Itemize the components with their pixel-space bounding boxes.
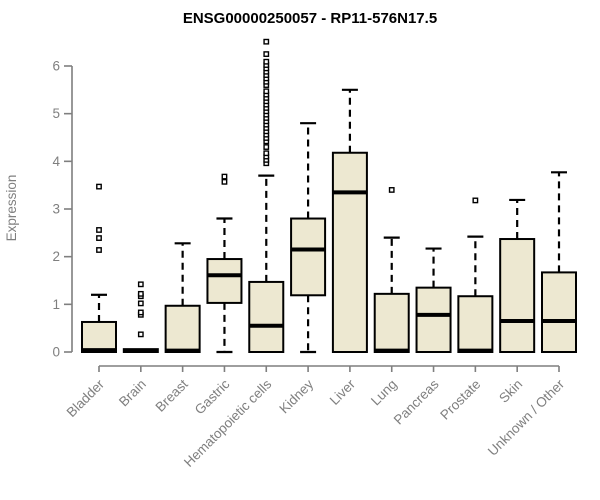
y-tick-label: 3 (52, 201, 60, 216)
x-tick-label: Lung (368, 377, 400, 409)
box (540, 271, 577, 354)
outlier-point (137, 331, 144, 338)
y-tick-label: 2 (52, 249, 60, 264)
box (373, 292, 410, 353)
outlier-point (263, 150, 270, 157)
outlier-point (263, 38, 270, 45)
y-tick-label: 0 (52, 345, 60, 360)
outlier-point (263, 58, 270, 65)
box (457, 295, 494, 354)
x-tick-label: Bladder (64, 376, 108, 420)
outlier-point (96, 183, 102, 190)
outlier-point (263, 144, 270, 150)
outlier-point (96, 247, 102, 253)
box (164, 304, 201, 353)
x-tick-label: Kidney (276, 376, 316, 416)
x-tick-label: Gastric (192, 376, 233, 417)
outlier-point (137, 300, 144, 307)
box (206, 258, 243, 304)
outlier-point (221, 178, 228, 185)
x-tick-label: Breast (153, 376, 191, 414)
outlier-point (472, 197, 479, 204)
y-tick-label: 5 (52, 106, 60, 121)
x-tick-label: Brain (116, 377, 149, 410)
outlier-point (263, 88, 270, 95)
x-tick-label: Skin (496, 377, 525, 406)
outlier-point (388, 187, 395, 193)
outlier-point (137, 281, 144, 288)
y-tick-label: 1 (52, 297, 60, 312)
x-tick-label: Liver (327, 376, 359, 408)
box (248, 280, 285, 353)
x-tick-label: Unknown / Other (485, 376, 568, 459)
outlier-point (96, 227, 102, 233)
outlier-point (263, 51, 270, 57)
chart-title: ENSG00000250057 - RP11-576N17.5 (183, 10, 437, 27)
x-tick-label: Pancreas (391, 376, 442, 427)
outlier-point (137, 309, 144, 316)
outlier-point (96, 235, 102, 241)
x-tick-label: Prostate (437, 377, 483, 423)
outlier-point (221, 173, 228, 180)
y-tick-label: 6 (52, 58, 60, 73)
y-axis-label: Expression (4, 175, 19, 242)
box (81, 320, 117, 353)
box (499, 238, 536, 353)
box (331, 151, 368, 353)
outlier-point (137, 290, 144, 297)
box (290, 217, 327, 297)
y-tick-label: 4 (52, 154, 60, 169)
box (415, 286, 452, 353)
